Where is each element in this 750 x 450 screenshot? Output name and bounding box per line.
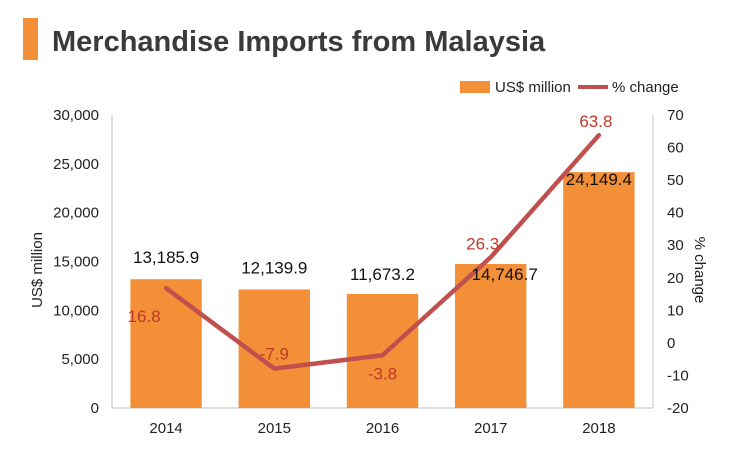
pct-point-2018 (597, 133, 601, 137)
labels-group: 13,185.9 12,139.9 11,673.2 14,746.7 24,149.4… (128, 112, 632, 383)
x-tick-label-2014: 2014 (149, 420, 182, 437)
y2-tick-label: 0 (667, 335, 675, 352)
bar-2017 (454, 263, 527, 408)
bar-value-label-2018: 24,149.4 (566, 170, 632, 189)
title-accent-bar (23, 18, 38, 60)
bar-value-label-2015: 12,139.9 (241, 258, 307, 277)
y-tick-label: 20,000 (53, 205, 99, 222)
bar-value-label-2016: 11,673.2 (350, 265, 415, 284)
y2-tick-label: -20 (667, 400, 689, 417)
bar-value-label-2017: 14,746.7 (472, 265, 538, 284)
pct-value-label-2017: 26.3 (466, 234, 499, 253)
ticks-group: 0 5,000 10,000 15,000 20,000 25,000 30,000 -20 -… (53, 107, 689, 437)
bar-2014 (130, 279, 202, 408)
pct-value-label-2016: -3.8 (368, 364, 397, 383)
y2-tick-label: 70 (667, 107, 684, 124)
legend-label-bars: US$ million (495, 79, 571, 96)
legend-swatch-bars (460, 81, 490, 93)
pct-point-2017 (489, 255, 493, 259)
y2-tick-label: 20 (667, 270, 684, 287)
x-tick-label-2016: 2016 (366, 420, 399, 437)
x-tick-label-2015: 2015 (258, 420, 291, 437)
pct-point-2015 (272, 367, 276, 371)
y-tick-label: 0 (91, 400, 99, 417)
y-tick-label: 25,000 (53, 156, 99, 173)
y2-tick-label: -10 (667, 367, 689, 384)
y-tick-label: 10,000 (53, 302, 99, 319)
y2-axis-title: % change (691, 237, 708, 304)
chart-title: Merchandise Imports from Malaysia (52, 26, 546, 58)
line-group (163, 132, 602, 371)
pct-point-2014 (164, 286, 168, 290)
bars-group (130, 172, 635, 408)
y-axis-title: US$ million (29, 232, 46, 308)
y-tick-label: 5,000 (61, 351, 99, 368)
y2-tick-label: 30 (667, 237, 684, 254)
y2-tick-label: 10 (667, 302, 684, 319)
y2-tick-label: 40 (667, 205, 684, 222)
pct-value-label-2014: 16.8 (128, 307, 161, 326)
legend-label-line: % change (612, 79, 679, 96)
pct-point-2016 (381, 353, 384, 357)
bar-value-label-2014: 13,185.9 (133, 248, 199, 267)
legend: US$ million % change (460, 79, 679, 96)
pct-value-label-2018: 63.8 (579, 112, 612, 131)
y-tick-label: 15,000 (53, 254, 99, 271)
y2-tick-label: 60 (667, 140, 684, 157)
pct-value-label-2015: -7.9 (260, 345, 289, 364)
y-tick-label: 30,000 (53, 107, 99, 124)
bar-2018 (563, 172, 635, 408)
y2-tick-label: 50 (667, 172, 684, 189)
bar-2016 (346, 293, 419, 408)
x-tick-label-2018: 2018 (582, 420, 615, 437)
x-tick-label-2017: 2017 (474, 420, 507, 437)
